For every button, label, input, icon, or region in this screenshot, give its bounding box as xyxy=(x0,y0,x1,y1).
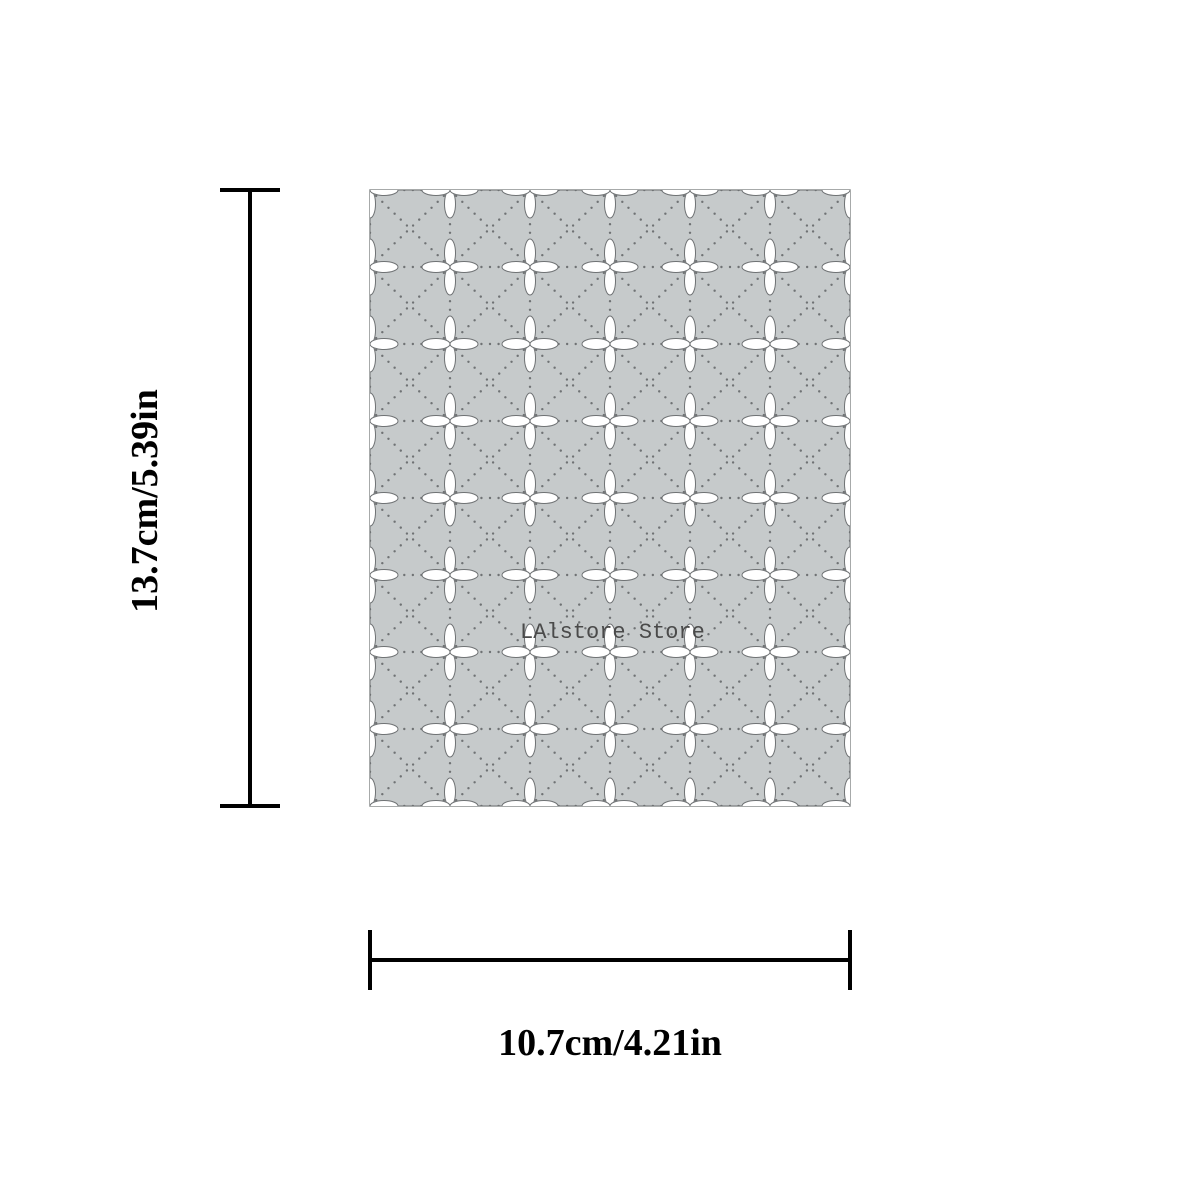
vertical-dimension-label: 13.7cm/5.39in xyxy=(123,351,167,651)
watermark-text: LAlstore Store xyxy=(520,620,705,645)
diagram-svg xyxy=(0,0,1200,1200)
horizontal-dimension-label: 10.7cm/4.21in xyxy=(410,1021,810,1065)
diagram-canvas: 13.7cm/5.39in 10.7cm/4.21in LAlstore Sto… xyxy=(0,0,1200,1200)
